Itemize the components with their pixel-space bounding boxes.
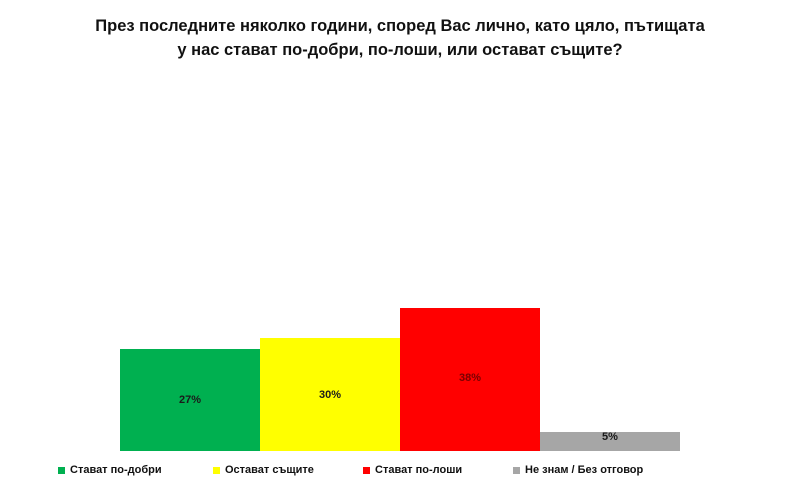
chart-title-line-1: През последните няколко години, според В… xyxy=(95,17,705,35)
legend: Стават по-добри Остават същите Стават по… xyxy=(0,461,800,479)
legend-item-dont-know: Не знам / Без отговор xyxy=(513,461,643,479)
legend-label: Стават по-добри xyxy=(70,464,162,476)
chart-title: През последните няколко години, според В… xyxy=(0,14,800,62)
legend-label: Стават по-лоши xyxy=(375,464,463,476)
chart-title-line-2: у нас стават по-добри, по-лоши, или оста… xyxy=(177,41,623,59)
legend-swatch-icon xyxy=(213,466,220,474)
legend-swatch-icon xyxy=(58,466,65,474)
bar-value-label: 30% xyxy=(318,388,342,401)
bar-dont-know: 5% xyxy=(540,431,680,451)
bar-better: 27% xyxy=(120,349,260,451)
bar-worse: 38% xyxy=(400,308,540,451)
bar-value-label: 38% xyxy=(458,372,482,384)
bar-value-label: 27% xyxy=(178,394,202,406)
legend-label: Не знам / Без отговор xyxy=(525,464,644,476)
legend-item-better: Стават по-добри xyxy=(58,461,162,479)
legend-label: Остават същите xyxy=(225,464,314,476)
bar-same: 30% xyxy=(260,338,400,451)
legend-swatch-icon xyxy=(363,466,370,474)
legend-item-same: Остават същите xyxy=(213,461,314,479)
legend-swatch-icon xyxy=(513,466,520,474)
legend-item-worse: Стават по-лоши xyxy=(363,461,462,479)
bar-value-label: 5% xyxy=(602,431,618,443)
